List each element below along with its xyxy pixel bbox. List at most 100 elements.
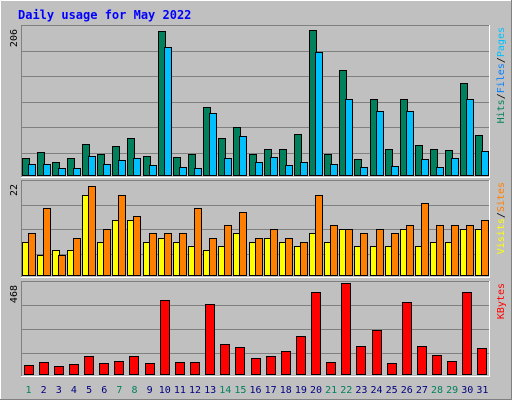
bar-sites-31: [481, 220, 489, 276]
bar-sites-2: [43, 208, 51, 276]
bar-sites-25: [391, 233, 399, 276]
panel-kbytes: 468 KBytes: [9, 281, 507, 377]
bar-sites-5: [88, 186, 96, 276]
bar-kbytes-12: [190, 362, 200, 375]
bar-pages-30: [466, 99, 474, 176]
x-tick-label: 5: [86, 385, 92, 396]
bar-pages-15: [239, 136, 247, 176]
bar-hits-8: [127, 138, 135, 176]
bar-kbytes-8: [129, 356, 139, 375]
x-tick-label: 9: [147, 385, 153, 396]
bar-kbytes-29: [447, 361, 457, 375]
bar-sites-4: [73, 238, 81, 276]
bar-sites-11: [179, 233, 187, 276]
bar-kbytes-23: [356, 346, 366, 375]
bar-kbytes-20: [311, 292, 321, 375]
x-tick-label: 15: [234, 385, 246, 396]
bar-sites-14: [224, 225, 232, 276]
bar-pages-27: [421, 159, 429, 176]
bar-hits-4: [67, 158, 75, 176]
bar-pages-2: [43, 164, 51, 176]
bar-pages-14: [224, 158, 232, 176]
bar-kbytes-6: [99, 363, 109, 375]
bar-pages-7: [118, 160, 126, 176]
bar-kbytes-11: [175, 362, 185, 375]
x-tick-label: 19: [295, 385, 307, 396]
bar-kbytes-22: [341, 283, 351, 375]
bar-kbytes-26: [402, 302, 412, 375]
legend-entry: /: [496, 93, 507, 99]
bar-sites-28: [436, 225, 444, 276]
bar-pages-29: [451, 158, 459, 176]
x-tick-label: 10: [159, 385, 171, 396]
legend-entry: /: [496, 57, 507, 63]
bar-sites-23: [360, 233, 368, 276]
bar-kbytes-1: [24, 365, 34, 375]
x-tick-label: 28: [431, 385, 443, 396]
x-tick-label: 21: [325, 385, 337, 396]
bar-sites-10: [164, 233, 172, 276]
bar-pages-24: [376, 111, 384, 176]
bar-sites-15: [239, 212, 247, 276]
bar-kbytes-16: [251, 358, 261, 375]
x-tick-label: 17: [265, 385, 277, 396]
bar-kbytes-13: [205, 304, 215, 375]
legend-entry: KBytes: [496, 283, 507, 319]
bar-pages-18: [285, 165, 293, 176]
bar-pages-10: [164, 47, 172, 176]
bar-kbytes-5: [84, 356, 94, 375]
bar-kbytes-24: [372, 330, 382, 375]
bar-sites-29: [451, 225, 459, 276]
x-tick-label: 22: [340, 385, 352, 396]
x-tick-label: 4: [71, 385, 77, 396]
panel-visits_sites: 22 Visits/Sites: [9, 180, 507, 278]
bar-pages-20: [315, 52, 323, 176]
bar-sites-21: [330, 225, 338, 276]
bar-pages-13: [209, 113, 217, 176]
x-tick-label: 31: [476, 385, 488, 396]
y-max-label-hits_pages: 206: [9, 29, 20, 47]
x-tick-label: 8: [131, 385, 137, 396]
bar-pages-25: [391, 166, 399, 176]
bar-pages-4: [73, 168, 81, 176]
bar-hits-18: [279, 149, 287, 176]
bar-sites-24: [376, 229, 384, 276]
bar-hits-28: [430, 149, 438, 176]
bar-sites-20: [315, 195, 323, 276]
y-max-label-visits_sites: 22: [9, 184, 20, 196]
bar-sites-12: [194, 208, 202, 276]
x-tick-label: 14: [219, 385, 231, 396]
x-tick-label: 24: [371, 385, 383, 396]
bar-kbytes-27: [417, 346, 427, 375]
bar-pages-19: [300, 162, 308, 176]
x-tick-label: 16: [249, 385, 261, 396]
bar-sites-22: [345, 229, 353, 276]
bar-kbytes-7: [114, 361, 124, 375]
bar-hits-19: [294, 134, 302, 176]
x-tick-label: 27: [416, 385, 428, 396]
bar-sites-3: [58, 255, 66, 276]
x-tick-label: 13: [204, 385, 216, 396]
bar-sites-17: [270, 229, 278, 276]
bar-pages-17: [270, 157, 278, 176]
legend-kbytes: KBytes: [496, 283, 507, 319]
bar-hits-14: [218, 138, 226, 176]
bar-pages-8: [133, 158, 141, 176]
bar-hits-12: [188, 154, 196, 176]
legend-entry: /: [496, 212, 507, 218]
bar-pages-21: [330, 164, 338, 176]
bar-kbytes-15: [235, 347, 245, 375]
bar-kbytes-9: [145, 363, 155, 375]
bar-sites-9: [149, 233, 157, 276]
bar-sites-19: [300, 242, 308, 276]
bar-sites-27: [421, 203, 429, 276]
bar-pages-31: [481, 151, 489, 176]
bar-kbytes-14: [220, 344, 230, 375]
bar-pages-12: [194, 168, 202, 176]
bar-sites-16: [255, 238, 263, 276]
bar-kbytes-19: [296, 336, 306, 375]
legend-visits_sites: Visits/Sites: [496, 182, 507, 254]
legend-entry: Visits: [496, 218, 507, 254]
bar-sites-18: [285, 238, 293, 276]
